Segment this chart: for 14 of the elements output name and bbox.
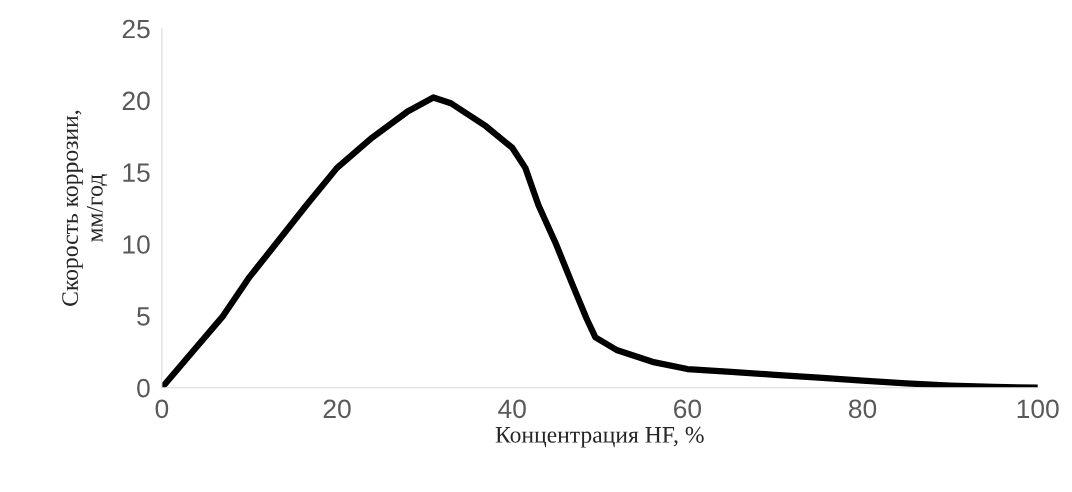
y-tick-label: 15 — [123, 163, 150, 183]
x-tick-label: 0 — [155, 399, 169, 419]
x-tick-label: 100 — [1017, 399, 1059, 419]
y-tick-label: 0 — [137, 378, 150, 398]
y-tick-label: 25 — [122, 19, 150, 39]
y-tick-label: 5 — [137, 307, 150, 326]
y-tick-label: 20 — [122, 91, 150, 111]
x-axis-title: Концентрация HF, % — [495, 426, 704, 448]
y-tick-label: 10 — [123, 235, 150, 254]
y-axis-title: Скорость коррозии, мм/год — [62, 110, 108, 306]
x-tick-label: 20 — [323, 399, 351, 419]
x-tick-label: 60 — [674, 399, 702, 419]
x-tick-label: 80 — [849, 399, 877, 419]
x-tick-label: 40 — [498, 399, 526, 419]
